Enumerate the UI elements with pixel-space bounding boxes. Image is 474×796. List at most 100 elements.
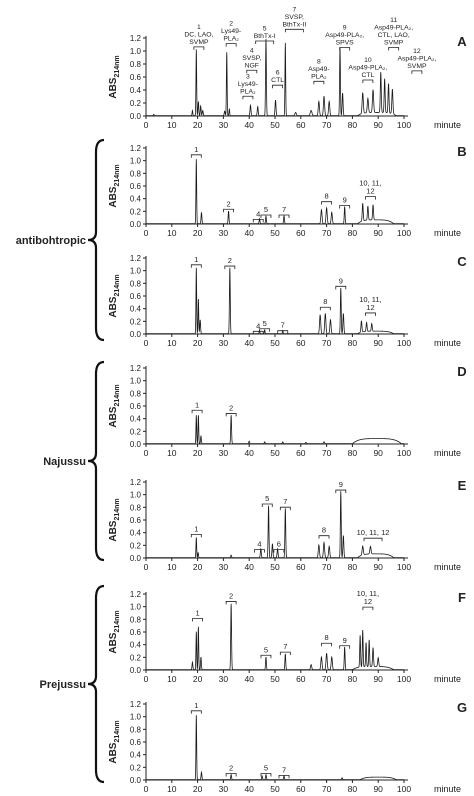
x-axis-label: minute	[434, 228, 461, 238]
peak-annotation: 3 Lys49-PLA₂	[238, 73, 258, 95]
peak-annotation: 1	[194, 255, 198, 264]
peak-annotation: 8	[323, 297, 327, 306]
x-tick-label: 70	[322, 784, 332, 794]
x-tick-label: 90	[373, 784, 383, 794]
x-tick-label: 70	[322, 562, 332, 572]
y-tick-label: 0.8	[130, 279, 142, 288]
group-label: Najussu	[43, 456, 86, 468]
x-tick-label: 80	[348, 784, 358, 794]
y-tick-label: 0.6	[130, 292, 142, 301]
peak-annotation: 1	[195, 400, 199, 409]
peak-annotation: 5 BthTx-I	[254, 26, 276, 41]
x-tick-label: 10	[167, 228, 177, 238]
y-axis-label: ABS214nm	[108, 610, 121, 653]
peak-annotation: 8 Asp49-PLA₂	[308, 58, 330, 80]
peak-bracket	[278, 214, 290, 218]
peak-bracket	[365, 196, 376, 200]
x-axis-label: minute	[434, 674, 461, 684]
chromatogram-panel-c: 0.0 0.2 0.4 0.6 0.8 1.0 1.2 0 10 20 30 40 50 60 70 80 90…	[108, 254, 467, 348]
x-tick-label: 50	[270, 338, 280, 348]
y-tick-label: 0.6	[130, 516, 142, 525]
x-axis-label: minute	[434, 784, 461, 794]
x-tick-label: 20	[193, 338, 203, 348]
chromatogram-panel-b: 0.0 0.2 0.4 0.6 0.8 1.0 1.2 0 10 20 30 40 50 60 70 80 90…	[108, 144, 467, 238]
peak-bracket	[279, 506, 291, 511]
chromatogram-panel-f: 0.0 0.2 0.4 0.6 0.8 1.0 1.2 0 10 20 30 40 50 60 70 80 90…	[108, 589, 466, 684]
x-tick-label: 10	[167, 448, 177, 458]
chromatogram-panel-g: 0.0 0.2 0.4 0.6 0.8 1.0 1.2 0 10 20 30 40 50 60 70 80 90…	[108, 700, 467, 794]
chromatogram-panel-a: 0.0 0.2 0.4 0.6 0.8 1.0 1.2 0 10 20 30 40 50 60 70 80 90…	[108, 6, 467, 130]
peak-annotation: 5	[263, 319, 267, 328]
peak-bracket	[225, 773, 237, 777]
x-tick-label: 30	[219, 674, 229, 684]
x-tick-label: 20	[193, 120, 203, 130]
x-tick-label: 50	[270, 562, 280, 572]
x-tick-label: 50	[270, 784, 280, 794]
x-tick-label: 100	[397, 448, 411, 458]
group-najussu: Najussu	[43, 360, 105, 562]
peak-annotation: 7 SVSP, BthTx-II	[282, 6, 306, 28]
peak-bracket	[278, 775, 290, 779]
peak-bracket	[255, 40, 275, 44]
y-tick-label: 1.2	[130, 700, 142, 709]
y-tick-label: 0.4	[130, 305, 142, 314]
curly-bracket	[87, 584, 105, 784]
peak-bracket	[277, 330, 289, 334]
y-tick-label: 1.2	[130, 144, 142, 153]
y-tick-label: 0.0	[130, 112, 142, 121]
x-tick-label: 10	[167, 674, 177, 684]
peak-bracket	[190, 154, 202, 158]
chromatogram-trace	[146, 159, 404, 225]
x-tick-label: 40	[244, 120, 254, 130]
peak-bracket	[365, 312, 376, 316]
y-axis-label: ABS214nm	[108, 274, 121, 317]
peak-bracket	[339, 47, 351, 51]
x-tick-label: 80	[348, 448, 358, 458]
x-tick-label: 100	[397, 120, 411, 130]
panel-letter: G	[457, 700, 467, 715]
x-tick-label: 30	[219, 228, 229, 238]
x-tick-label: 30	[219, 338, 229, 348]
peak-bracket	[193, 46, 205, 50]
y-axis-label: ABS214nm	[108, 164, 121, 207]
y-tick-label: 0.6	[130, 738, 142, 747]
peak-bracket	[319, 306, 331, 311]
x-tick-label: 0	[144, 338, 149, 348]
x-tick-label: 50	[270, 448, 280, 458]
peak-bracket	[223, 208, 234, 213]
x-axis-label: minute	[434, 448, 461, 458]
peak-annotation: 7	[281, 321, 285, 330]
x-tick-label: 50	[270, 120, 280, 130]
peak-bracket	[261, 503, 273, 507]
y-tick-label: 0.4	[130, 751, 142, 760]
y-tick-label: 1.2	[130, 590, 142, 599]
y-axis-label: ABS214nm	[108, 384, 121, 427]
group-brackets: antibohtropic Najussu Prejussu	[16, 138, 105, 784]
x-tick-label: 20	[193, 562, 203, 572]
group-antibohtropic: antibohtropic	[16, 138, 105, 342]
peak-bracket	[335, 489, 347, 494]
peak-annotation: 9 Asp49-PLA₂, SPVS	[325, 25, 364, 47]
y-tick-label: 1.0	[130, 157, 142, 166]
peak-bracket	[254, 549, 265, 553]
peak-bracket	[321, 642, 332, 647]
y-tick-label: 1.2	[130, 254, 142, 263]
peak-bracket	[246, 69, 258, 74]
y-tick-label: 1.2	[130, 478, 142, 487]
chromatogram-trace	[146, 415, 404, 445]
peak-annotation: 9	[339, 480, 343, 489]
x-tick-label: 30	[219, 562, 229, 572]
y-tick-label: 0.8	[130, 60, 142, 69]
y-tick-label: 0.0	[130, 330, 142, 339]
x-axis-label: minute	[434, 338, 461, 348]
peak-bracket	[279, 651, 291, 656]
x-tick-label: 30	[219, 120, 229, 130]
peak-annotation: 1	[196, 609, 200, 618]
y-tick-label: 0.6	[130, 402, 142, 411]
peak-bracket	[273, 549, 285, 553]
x-tick-label: 40	[244, 228, 254, 238]
x-tick-label: 80	[348, 562, 358, 572]
panels: 0.00.20.40.60.81.01.20 10 20 30 40 50 60 70 80 90…	[108, 6, 467, 794]
peak-annotation: 8	[322, 526, 326, 535]
x-tick-label: 70	[322, 674, 332, 684]
